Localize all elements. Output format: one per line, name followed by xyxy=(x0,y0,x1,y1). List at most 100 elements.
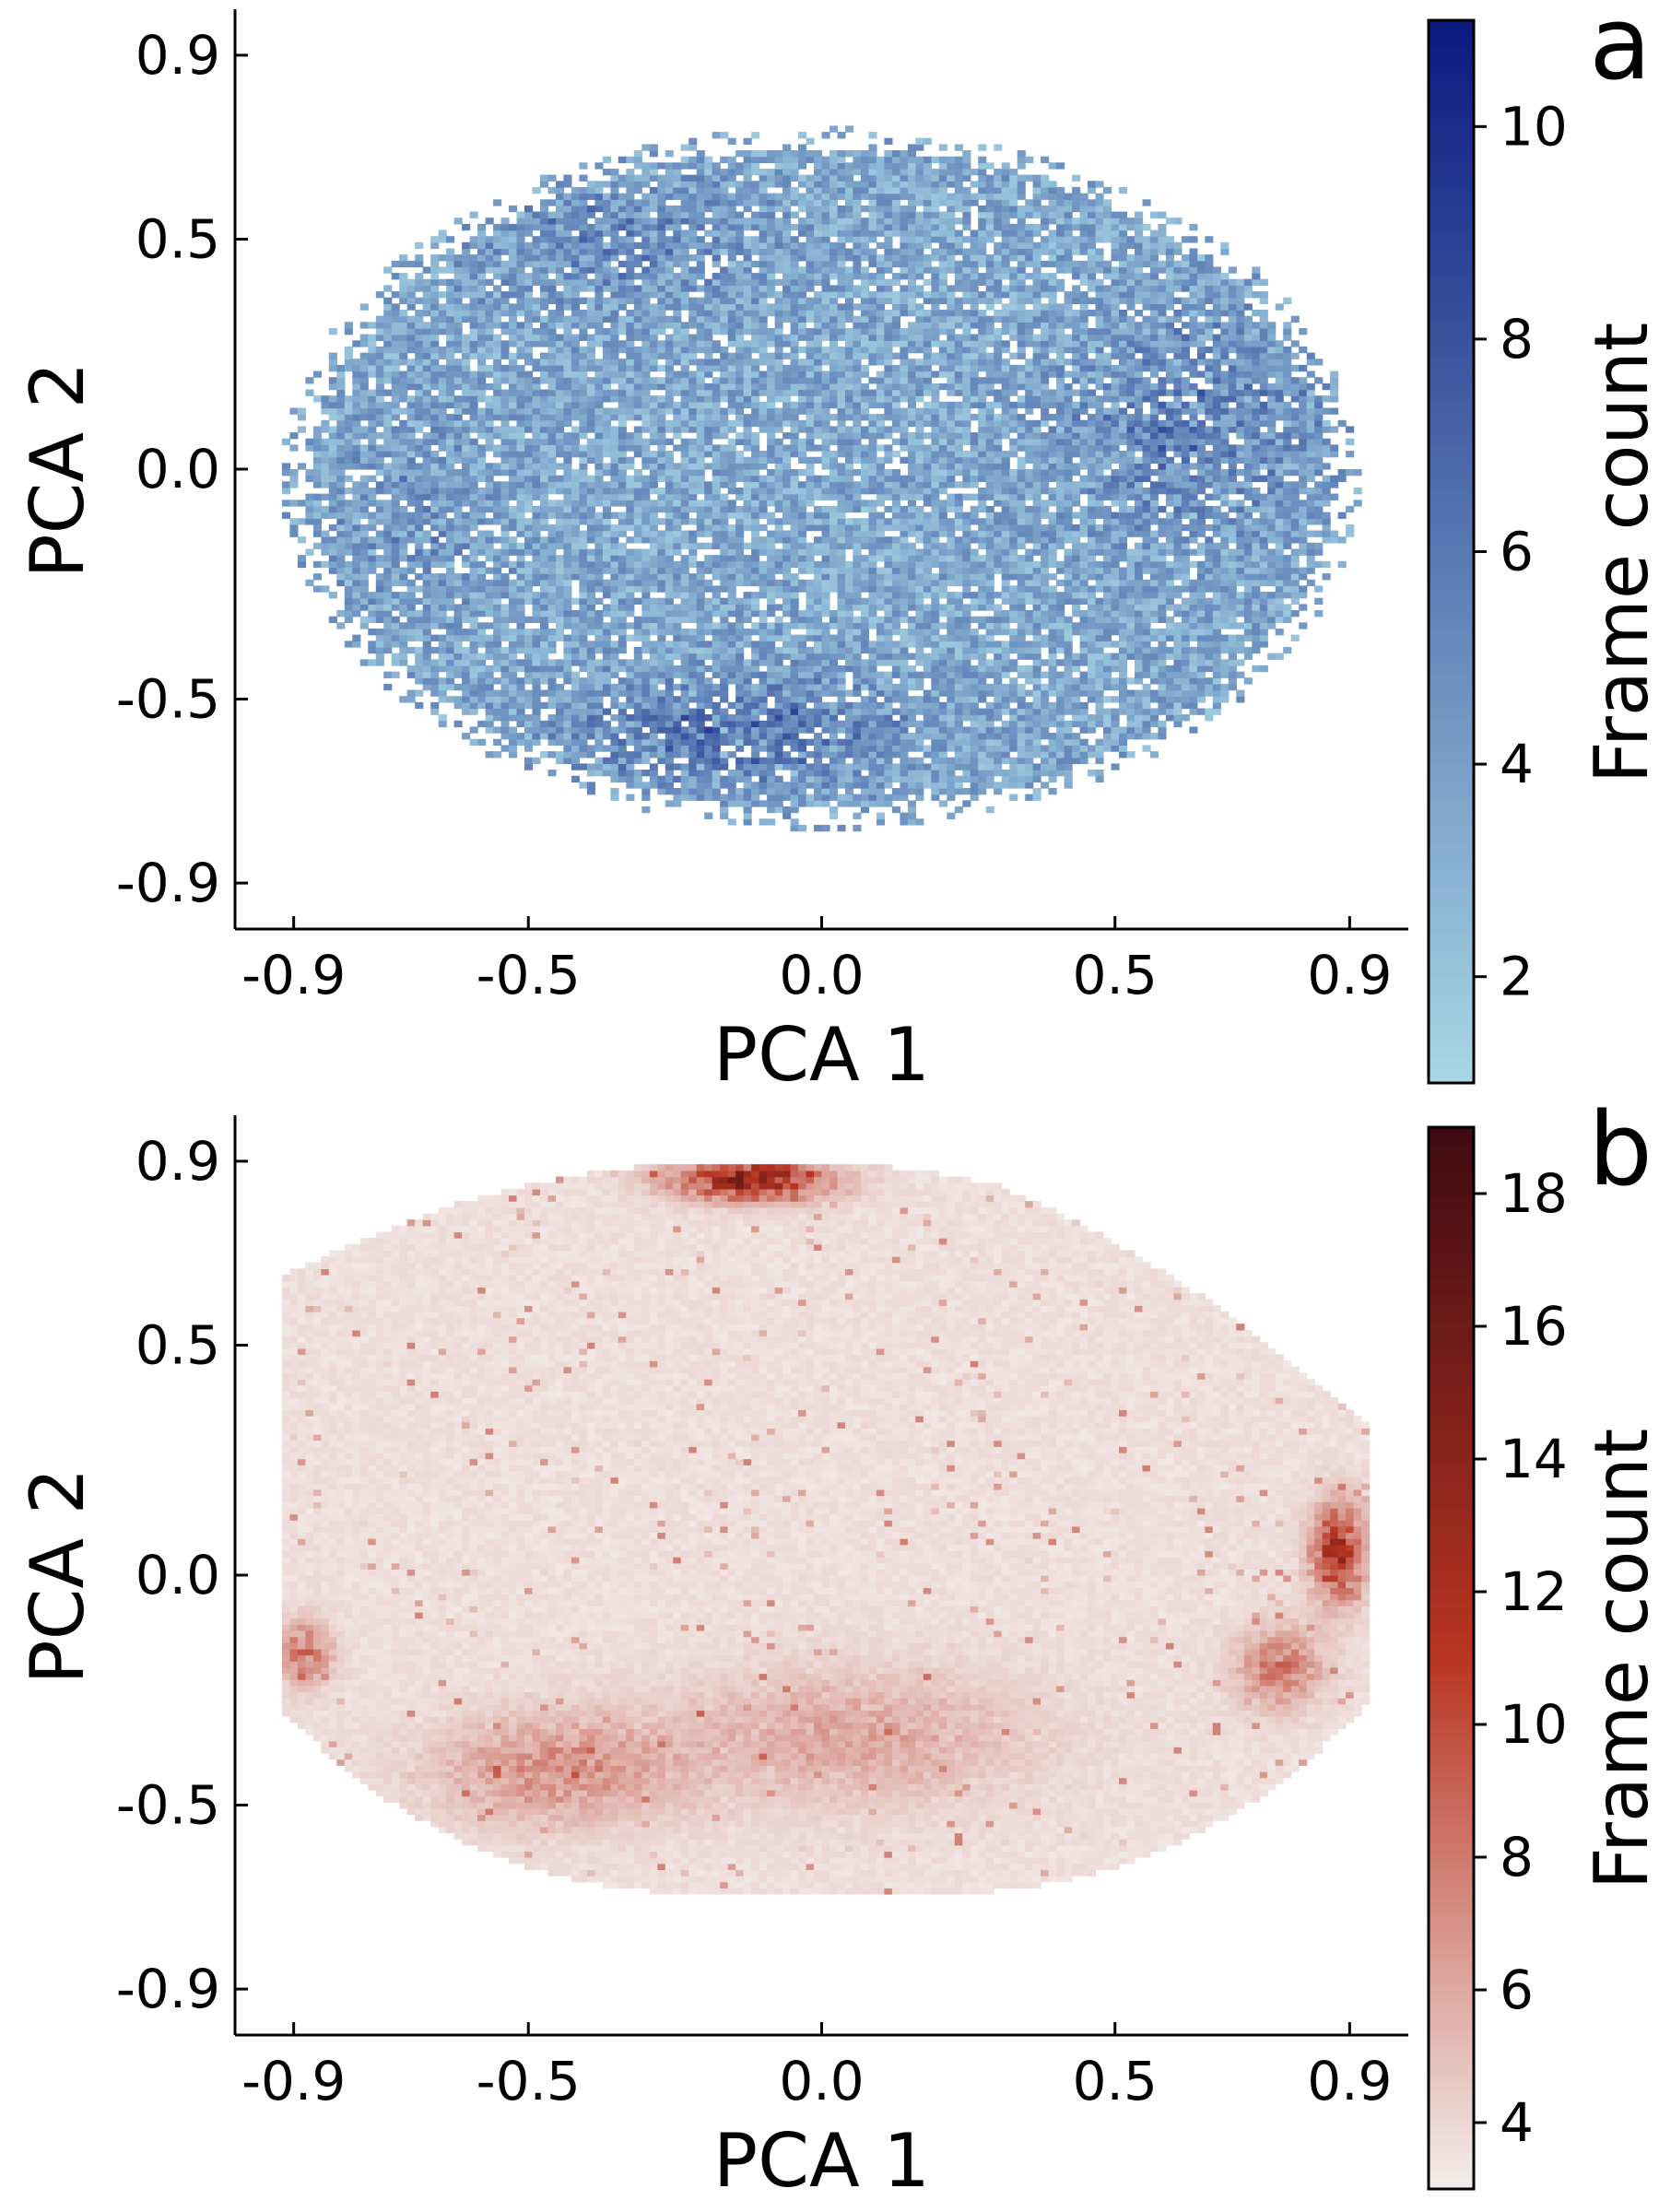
heatmap-cell xyxy=(618,524,627,531)
heatmap-cell xyxy=(423,377,431,383)
heatmap-cell xyxy=(376,432,384,439)
heatmap-cell xyxy=(470,414,478,420)
heatmap-cell xyxy=(673,236,681,242)
heatmap-cell xyxy=(556,598,564,605)
heatmap-cell xyxy=(517,328,525,335)
heatmap-cell xyxy=(782,543,791,549)
heatmap-cell xyxy=(712,414,721,420)
heatmap-cell xyxy=(610,555,618,561)
heatmap-cell xyxy=(610,580,618,586)
heatmap-cell xyxy=(501,432,510,439)
heatmap-cell xyxy=(688,604,697,610)
heatmap-cell xyxy=(610,365,618,371)
heatmap-cell xyxy=(493,714,501,721)
heatmap-cell xyxy=(720,212,728,218)
heatmap-cell xyxy=(423,549,431,556)
heatmap-cell xyxy=(524,518,533,524)
heatmap-cell xyxy=(650,194,658,200)
heatmap-cell xyxy=(540,733,548,739)
heatmap-cell xyxy=(673,788,681,794)
heatmap-cell xyxy=(798,512,806,519)
heatmap-cell xyxy=(376,543,384,549)
heatmap-cell xyxy=(603,580,611,586)
heatmap-cell xyxy=(634,677,642,684)
heatmap-cell xyxy=(791,531,799,537)
heatmap-cell xyxy=(782,218,791,224)
heatmap-cell xyxy=(376,451,384,457)
heatmap-cell xyxy=(735,310,744,316)
heatmap-cell xyxy=(634,402,642,408)
heatmap-cell xyxy=(657,451,665,457)
heatmap-cell xyxy=(305,494,313,500)
heatmap-cell xyxy=(775,476,783,482)
heatmap-cell xyxy=(798,721,806,727)
heatmap-cell xyxy=(798,365,806,371)
heatmap-cell xyxy=(704,230,712,237)
heatmap-cell xyxy=(759,506,768,512)
heatmap-cell xyxy=(704,745,712,751)
heatmap-cell xyxy=(712,555,721,561)
heatmap-cell xyxy=(563,347,571,353)
heatmap-cell xyxy=(509,444,517,451)
heatmap-cell xyxy=(462,561,470,568)
heatmap-cell xyxy=(454,439,463,445)
heatmap-cell xyxy=(603,432,611,439)
heatmap-cell xyxy=(641,641,650,647)
heatmap-cell xyxy=(697,463,705,469)
heatmap-cell xyxy=(439,432,447,439)
heatmap-cell xyxy=(650,408,658,415)
heatmap-cell xyxy=(486,622,494,629)
heatmap-cell xyxy=(673,653,681,660)
heatmap-cell xyxy=(345,420,353,427)
heatmap-cell xyxy=(665,610,674,617)
heatmap-cell xyxy=(603,463,611,469)
heatmap-cell xyxy=(407,531,416,537)
heatmap-cell xyxy=(712,242,721,249)
heatmap-cell xyxy=(493,230,501,237)
heatmap-cell xyxy=(744,739,752,746)
heatmap-cell xyxy=(571,310,580,316)
heatmap-cell xyxy=(688,298,697,304)
heatmap-cell xyxy=(704,665,712,672)
heatmap-cell xyxy=(704,194,712,200)
heatmap-cell xyxy=(704,629,712,635)
heatmap-cell xyxy=(594,408,603,415)
heatmap-cell xyxy=(439,561,447,568)
heatmap-cell xyxy=(556,181,564,187)
heatmap-cell xyxy=(735,371,744,378)
heatmap-cell xyxy=(594,439,603,445)
heatmap-cell xyxy=(697,408,705,415)
heatmap-cell xyxy=(548,463,557,469)
heatmap-cell xyxy=(806,230,815,237)
heatmap-cell xyxy=(673,709,681,715)
heatmap-cell xyxy=(775,439,783,445)
heatmap-cell xyxy=(657,629,665,635)
heatmap-cell xyxy=(720,353,728,359)
heatmap-cell xyxy=(368,647,376,653)
heatmap-cell xyxy=(657,347,665,353)
heatmap-cell xyxy=(775,726,783,733)
heatmap-cell xyxy=(415,463,423,469)
heatmap-cell xyxy=(368,555,376,561)
heatmap-cell xyxy=(641,598,650,605)
heatmap-cell xyxy=(501,218,510,224)
heatmap-cell xyxy=(767,555,775,561)
heatmap-cell xyxy=(594,641,603,647)
heatmap-cell xyxy=(477,610,486,617)
heatmap-cell xyxy=(407,463,416,469)
heatmap-cell xyxy=(744,420,752,427)
heatmap-cell xyxy=(626,536,634,543)
heatmap-cell xyxy=(791,598,799,605)
heatmap-cell xyxy=(641,181,650,187)
heatmap-cell xyxy=(470,254,478,261)
heatmap-cell xyxy=(634,451,642,457)
heatmap-cell xyxy=(407,568,416,574)
heatmap-cell xyxy=(509,481,517,488)
heatmap-cell xyxy=(493,359,501,365)
heatmap-cell xyxy=(618,273,627,279)
heatmap-cell xyxy=(524,414,533,420)
heatmap-cell xyxy=(806,194,815,200)
heatmap-cell xyxy=(540,432,548,439)
heatmap-cell xyxy=(806,476,815,482)
heatmap-cell xyxy=(744,604,752,610)
